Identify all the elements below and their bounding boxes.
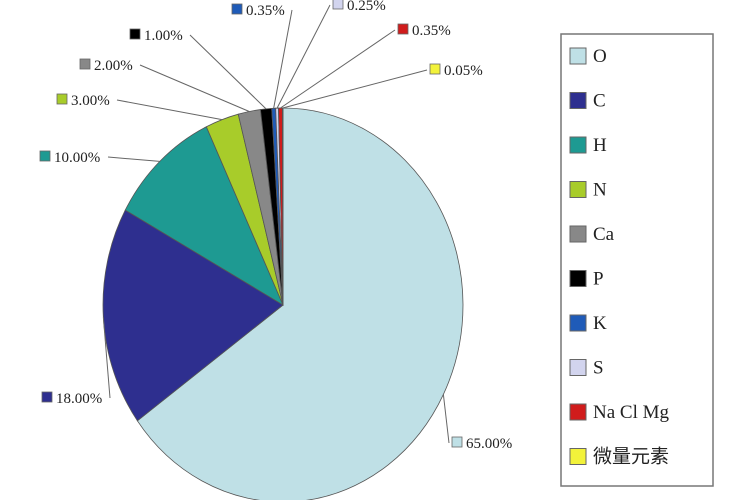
legend-item: O [593,46,607,67]
data-label: 0.25% [347,0,386,14]
legend-item: Ca [593,224,615,245]
pie-slice-微量元素 [282,107,284,306]
legend-item: 微量元素 [593,446,669,468]
data-label-swatch [56,93,68,105]
legend-swatch [569,359,587,376]
data-label: 0.35% [412,23,451,39]
data-label: 1.00% [144,28,183,44]
legend-swatch [569,136,587,154]
data-label-swatch [451,436,463,448]
leader-line [273,9,293,109]
leader-line [280,29,396,109]
data-label-swatch [129,28,141,40]
legend-swatch [569,92,587,109]
leader-line [282,69,428,109]
data-label-swatch [39,150,51,162]
data-label: 2.00% [94,58,133,74]
data-label-swatch [429,63,441,75]
leader-line [116,99,223,121]
data-label: 0.05% [444,63,483,79]
leader-line [139,64,250,112]
legend-swatch [569,270,587,287]
legend-item: Na Cl Mg [593,402,670,423]
legend-item: N [593,180,607,201]
legend-item: H [593,135,607,156]
legend-item: S [593,358,604,379]
data-label: 0.35% [246,3,285,19]
legend-swatch [569,225,587,243]
data-label-swatch [397,23,409,35]
leader-line [189,34,267,110]
leader-line [102,317,111,399]
legend-swatch [569,314,587,332]
legend-item: P [593,269,604,290]
data-label: 65.00% [466,436,512,452]
data-label-swatch [79,58,91,70]
legend-swatch [569,448,587,465]
legend-item: K [593,313,607,334]
data-label: 3.00% [71,93,110,109]
legend-swatch [569,181,587,198]
pie-slice-H [124,126,284,306]
legend-swatch [569,47,587,65]
legend-swatch [569,403,587,421]
data-label-swatch [41,391,53,403]
leader-line [107,156,160,162]
data-label-swatch [231,3,243,15]
leader-line [442,394,450,444]
legend-item: C [593,91,606,112]
pie-slice-O [136,107,464,500]
leader-line [276,4,331,109]
data-label-swatch [332,0,344,10]
data-label: 10.00% [54,150,100,166]
data-label: 18.00% [56,391,102,407]
